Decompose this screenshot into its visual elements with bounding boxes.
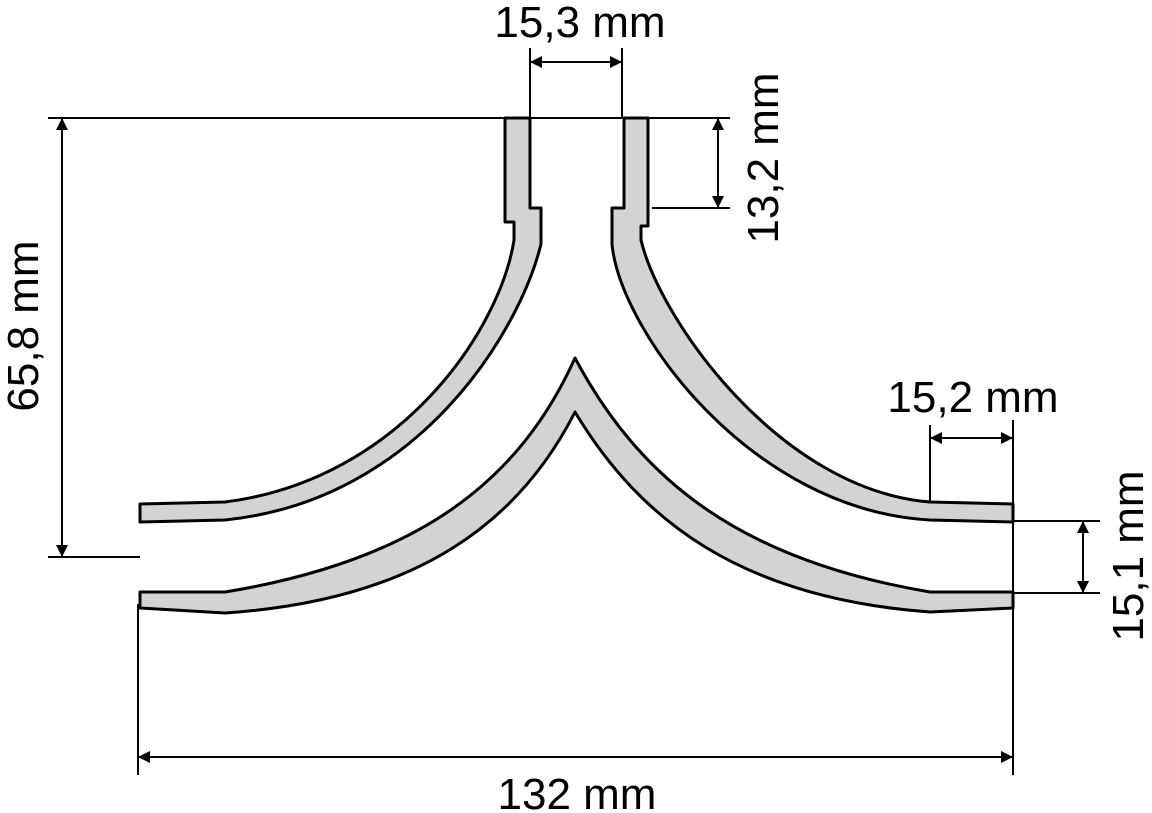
wall-top-left [138, 116, 543, 524]
dimension-arrows [56, 56, 1089, 763]
label-overall-height: 65,8 mm [0, 240, 48, 411]
label-overall-width: 132 mm [498, 770, 657, 813]
label-right-stub-length: 15,2 mm [887, 373, 1058, 422]
label-top-inner-width: 15,3 mm [494, 0, 665, 47]
wall-top-right [610, 116, 1015, 524]
label-top-stub-length: 13,2 mm [739, 72, 788, 243]
label-right-inner-height: 15,1 mm [1104, 470, 1152, 641]
pipe-body [138, 116, 1015, 615]
wall-bottom [138, 356, 1015, 615]
